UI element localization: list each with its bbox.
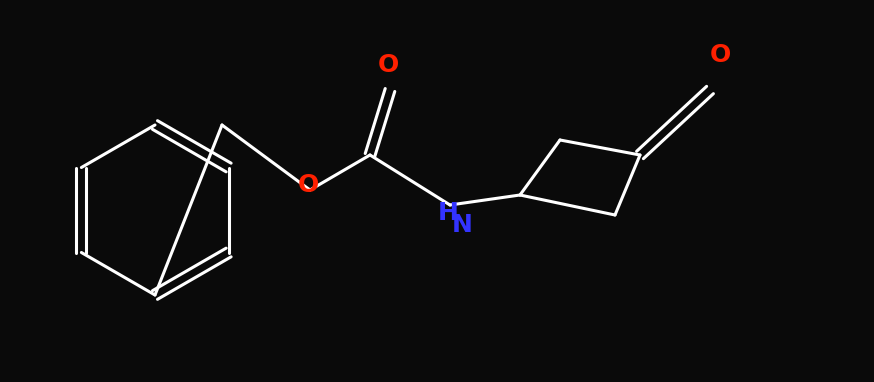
Text: N: N [452, 213, 473, 237]
Text: O: O [297, 173, 319, 197]
Text: O: O [710, 43, 731, 67]
Text: H: H [438, 201, 459, 225]
Text: O: O [378, 53, 399, 77]
